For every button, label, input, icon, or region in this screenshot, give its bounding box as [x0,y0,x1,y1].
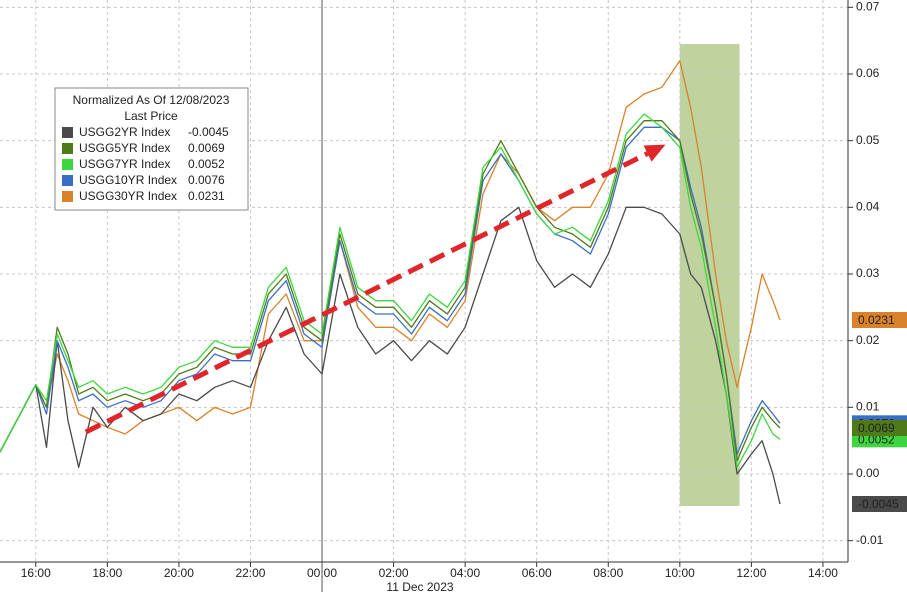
value-tag [852,496,907,512]
legend-swatch [62,127,73,138]
series-line [0,206,781,505]
x-tick-label: 10:00 [665,566,695,580]
legend-label: USGG30YR Index [79,189,177,203]
y-tick-label: 0.04 [856,200,880,214]
x-tick-label: 08:00 [593,566,623,580]
legend-title: Normalized As Of 12/08/2023 [73,93,230,107]
legend-value: 0.0052 [188,157,225,171]
legend-label: USGG2YR Index [79,125,170,139]
value-tag [852,420,907,436]
legend-label: USGG5YR Index [79,141,170,155]
y-tick-label: 0.07 [856,0,880,14]
value-tag-label: 0.0052 [858,433,895,447]
x-tick-label: 20:00 [164,566,194,580]
y-tick-label: 0.05 [856,133,880,147]
legend-value: 0.0069 [188,141,225,155]
series-line [0,60,781,453]
value-tag-label: 0.0069 [858,421,895,435]
value-tag-label: 0.0231 [858,313,895,327]
x-tick-label: 06:00 [522,566,552,580]
x-tick-label: 18:00 [92,566,122,580]
date-label: 11 Dec 2023 [386,580,453,594]
x-tick-label: 22:00 [235,566,265,580]
x-tick-label: 12:00 [736,566,766,580]
series-line [0,113,781,468]
legend-label: USGG10YR Index [79,173,177,187]
y-tick-label: 0.00 [856,466,880,480]
y-tick-label: 0.02 [856,333,880,347]
value-tag-label: -0.0045 [858,497,899,511]
y-tick-label: -0.01 [856,533,884,547]
x-tick-label: 04:00 [450,566,480,580]
y-tick-label: 0.06 [856,66,880,80]
series-line [0,120,781,462]
legend-swatch [62,159,73,170]
arrow-head [643,144,666,162]
x-tick-label: 16:00 [21,566,51,580]
legend-subtitle: Last Price [124,109,178,123]
y-tick-label: 0.03 [856,266,880,280]
legend-value: -0.0045 [188,125,229,139]
x-tick-label: 14:00 [808,566,838,580]
x-tick-label: 02:00 [379,566,409,580]
legend-swatch [62,143,73,154]
legend-swatch [62,191,73,202]
legend-label: USGG7YR Index [79,157,170,171]
legend-swatch [62,175,73,186]
trend-arrow [84,151,649,435]
series-line [0,126,781,455]
legend-value: 0.0076 [188,173,225,187]
legend-box [54,87,249,211]
value-tag [852,312,907,328]
legend-value: 0.0231 [188,189,225,203]
y-tick-label: 0.01 [856,400,880,414]
